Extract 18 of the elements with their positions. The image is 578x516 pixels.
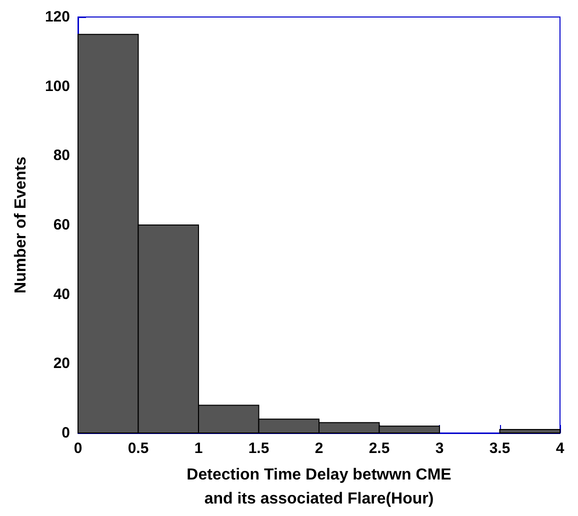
x-tick-label: 2 [314, 440, 324, 457]
x-tick-label: 3 [435, 440, 444, 457]
y-tick-label: 40 [53, 286, 70, 303]
y-axis-title: Number of Events [12, 156, 30, 294]
x-axis-title: Detection Time Delay betwwn CME and its associated Flare(Hour) [186, 466, 452, 508]
y-tick-label: 120 [44, 8, 70, 26]
y-tick-label: 0 [62, 424, 70, 442]
x-tick-label: 4 [556, 440, 565, 457]
x-tick-label: 0.5 [128, 440, 149, 457]
x-tick-label: 3.5 [489, 440, 510, 457]
x-tick-label: 2.5 [368, 440, 390, 457]
y-tick-label: 80 [53, 147, 70, 164]
y-tick-label: 20 [53, 355, 70, 372]
x-tick-label: 1.5 [248, 440, 270, 457]
x-tick-label: 1 [194, 440, 203, 457]
y-tick-label: 60 [53, 216, 70, 234]
y-tick-label: 100 [44, 78, 70, 95]
x-tick-label: 0 [74, 440, 82, 457]
